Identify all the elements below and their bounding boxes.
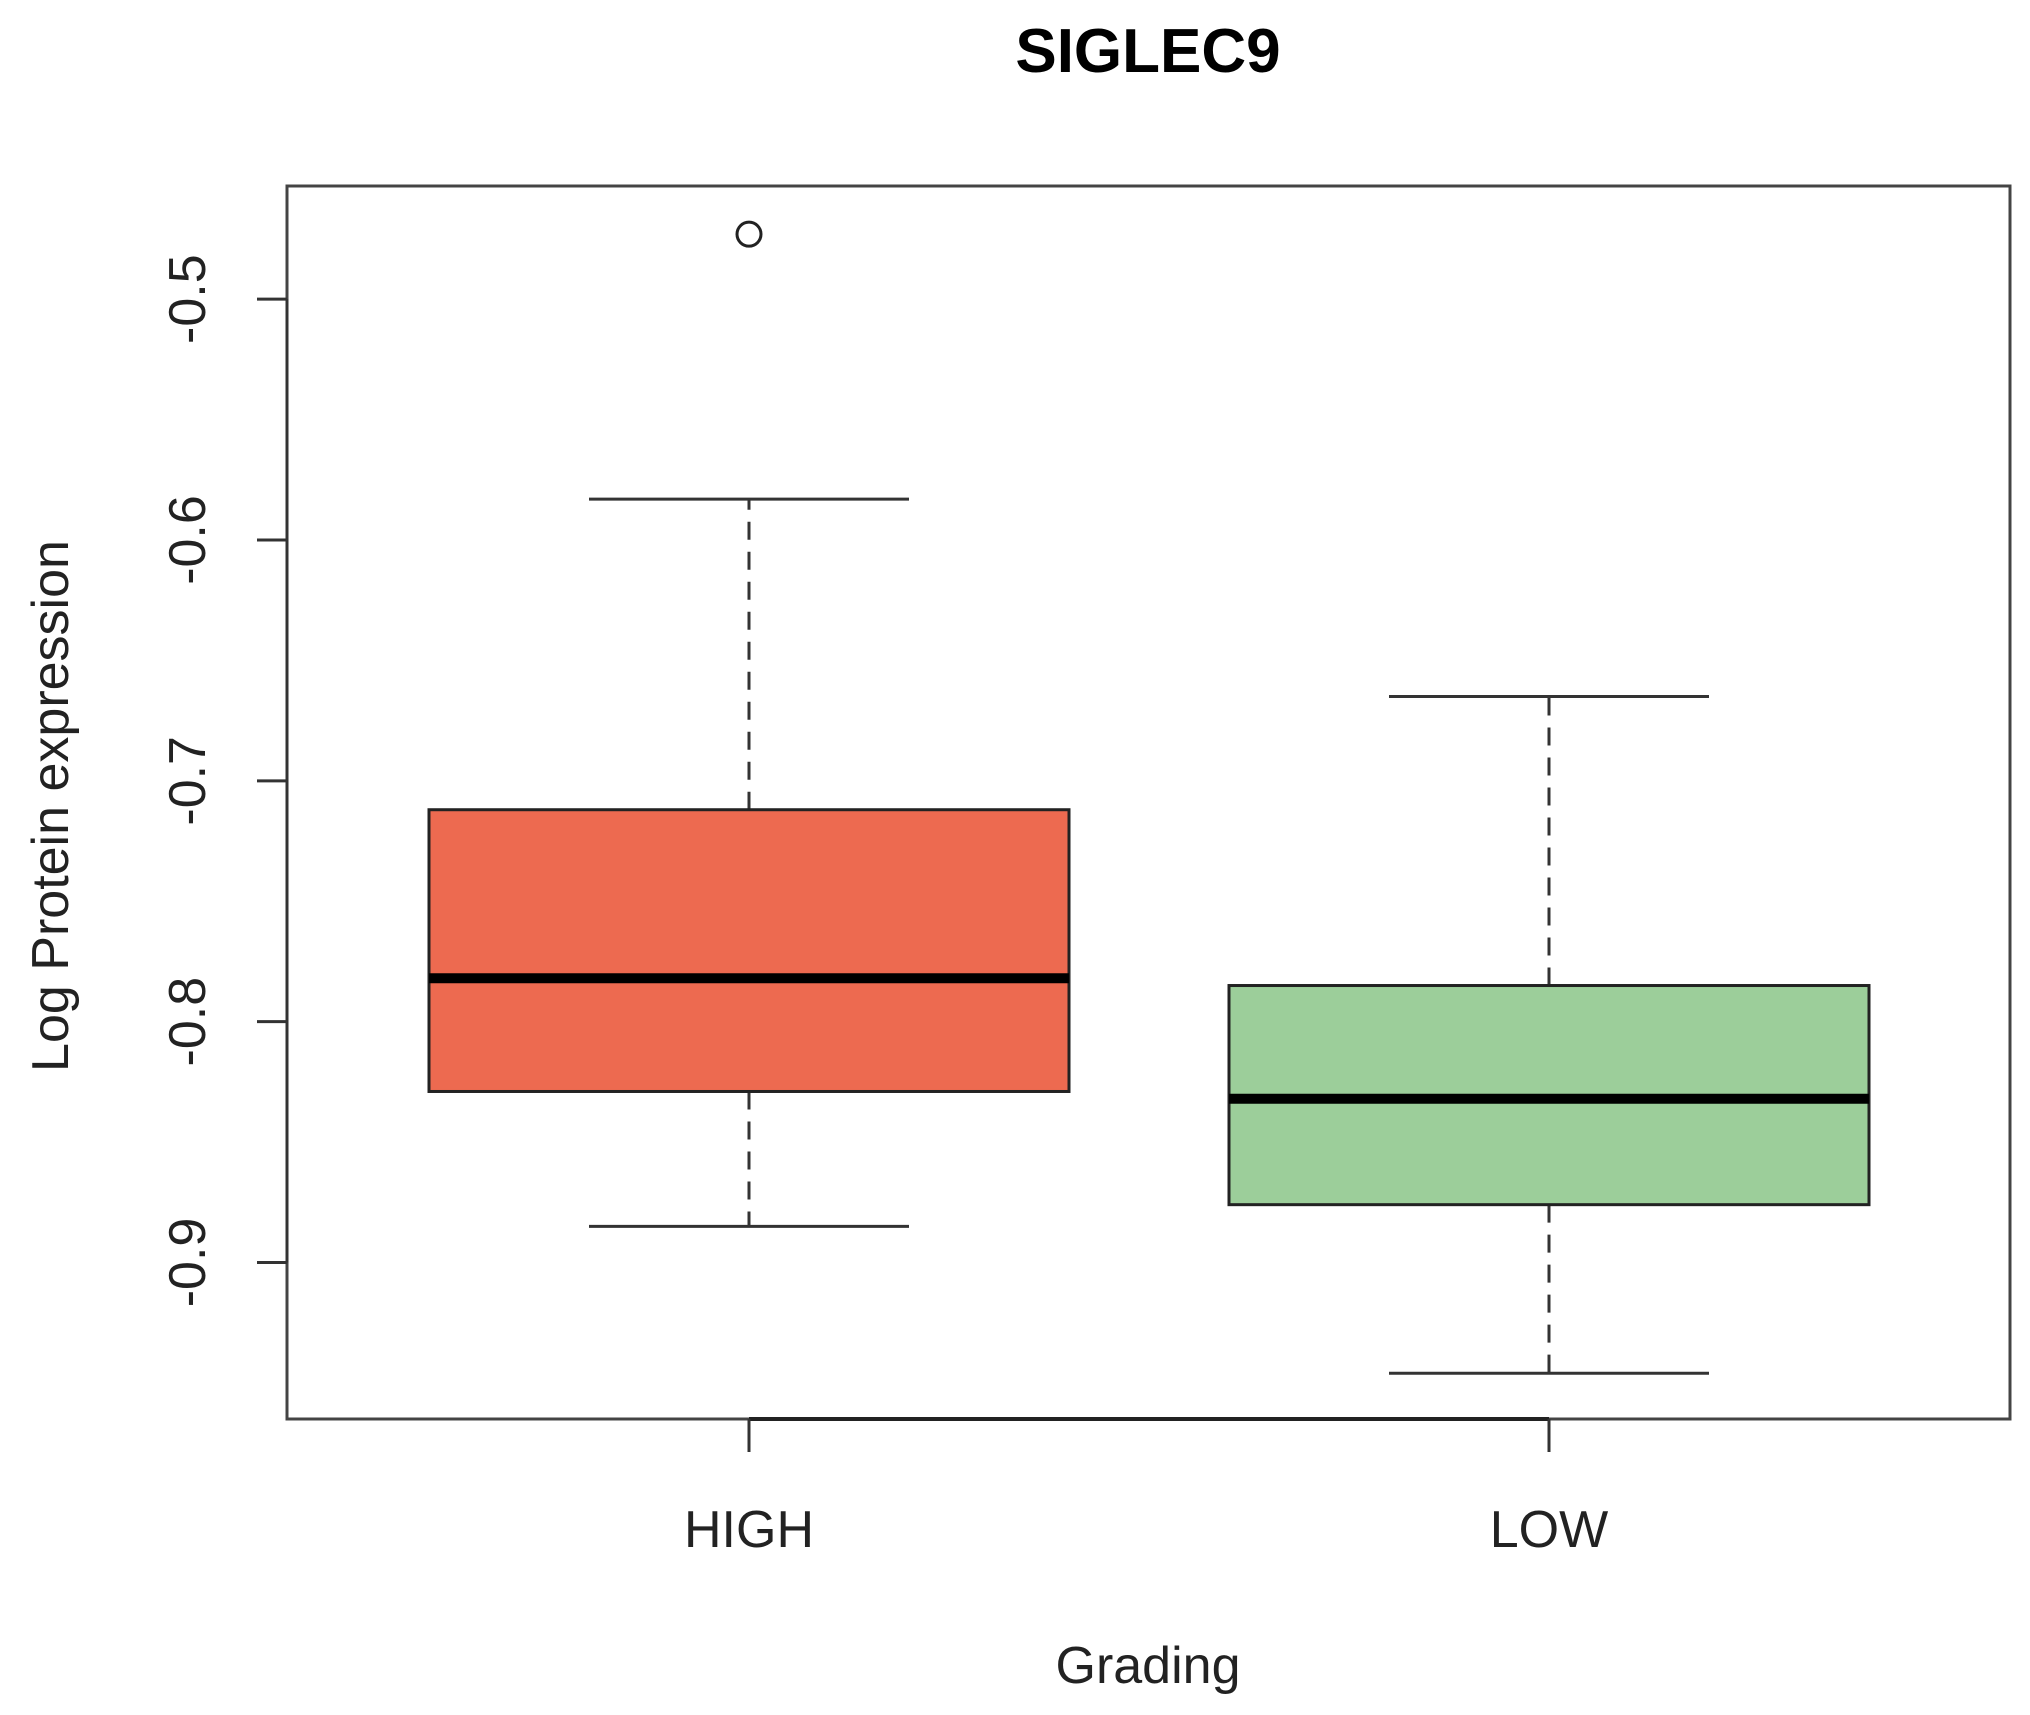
x-tick-label: HIGH [684, 1501, 814, 1559]
y-axis-label: Log Protein expression [22, 540, 80, 1072]
chart-title: SIGLEC9 [1015, 17, 1280, 86]
y-tick-label: -0.5 [159, 254, 217, 344]
plot-frame [285, 184, 2012, 1421]
outlier-point [735, 220, 763, 248]
y-axis: -0.9 -0.8 -0.7 -0.6 -0.5 [159, 254, 289, 1308]
x-tick-label: LOW [1490, 1501, 1608, 1559]
y-tick-label: -0.6 [159, 495, 217, 585]
x-axis-label: Grading [1056, 1637, 1241, 1695]
box-high [427, 220, 1071, 1228]
iqr-box [427, 808, 1071, 1093]
y-tick-label: -0.8 [159, 977, 217, 1067]
y-tick-label: -0.9 [159, 1218, 217, 1308]
boxes-layer [427, 220, 1871, 1375]
y-tick-label: -0.7 [159, 736, 217, 826]
box-low [1227, 695, 1871, 1375]
x-axis: HIGH LOW [684, 1417, 1608, 1559]
